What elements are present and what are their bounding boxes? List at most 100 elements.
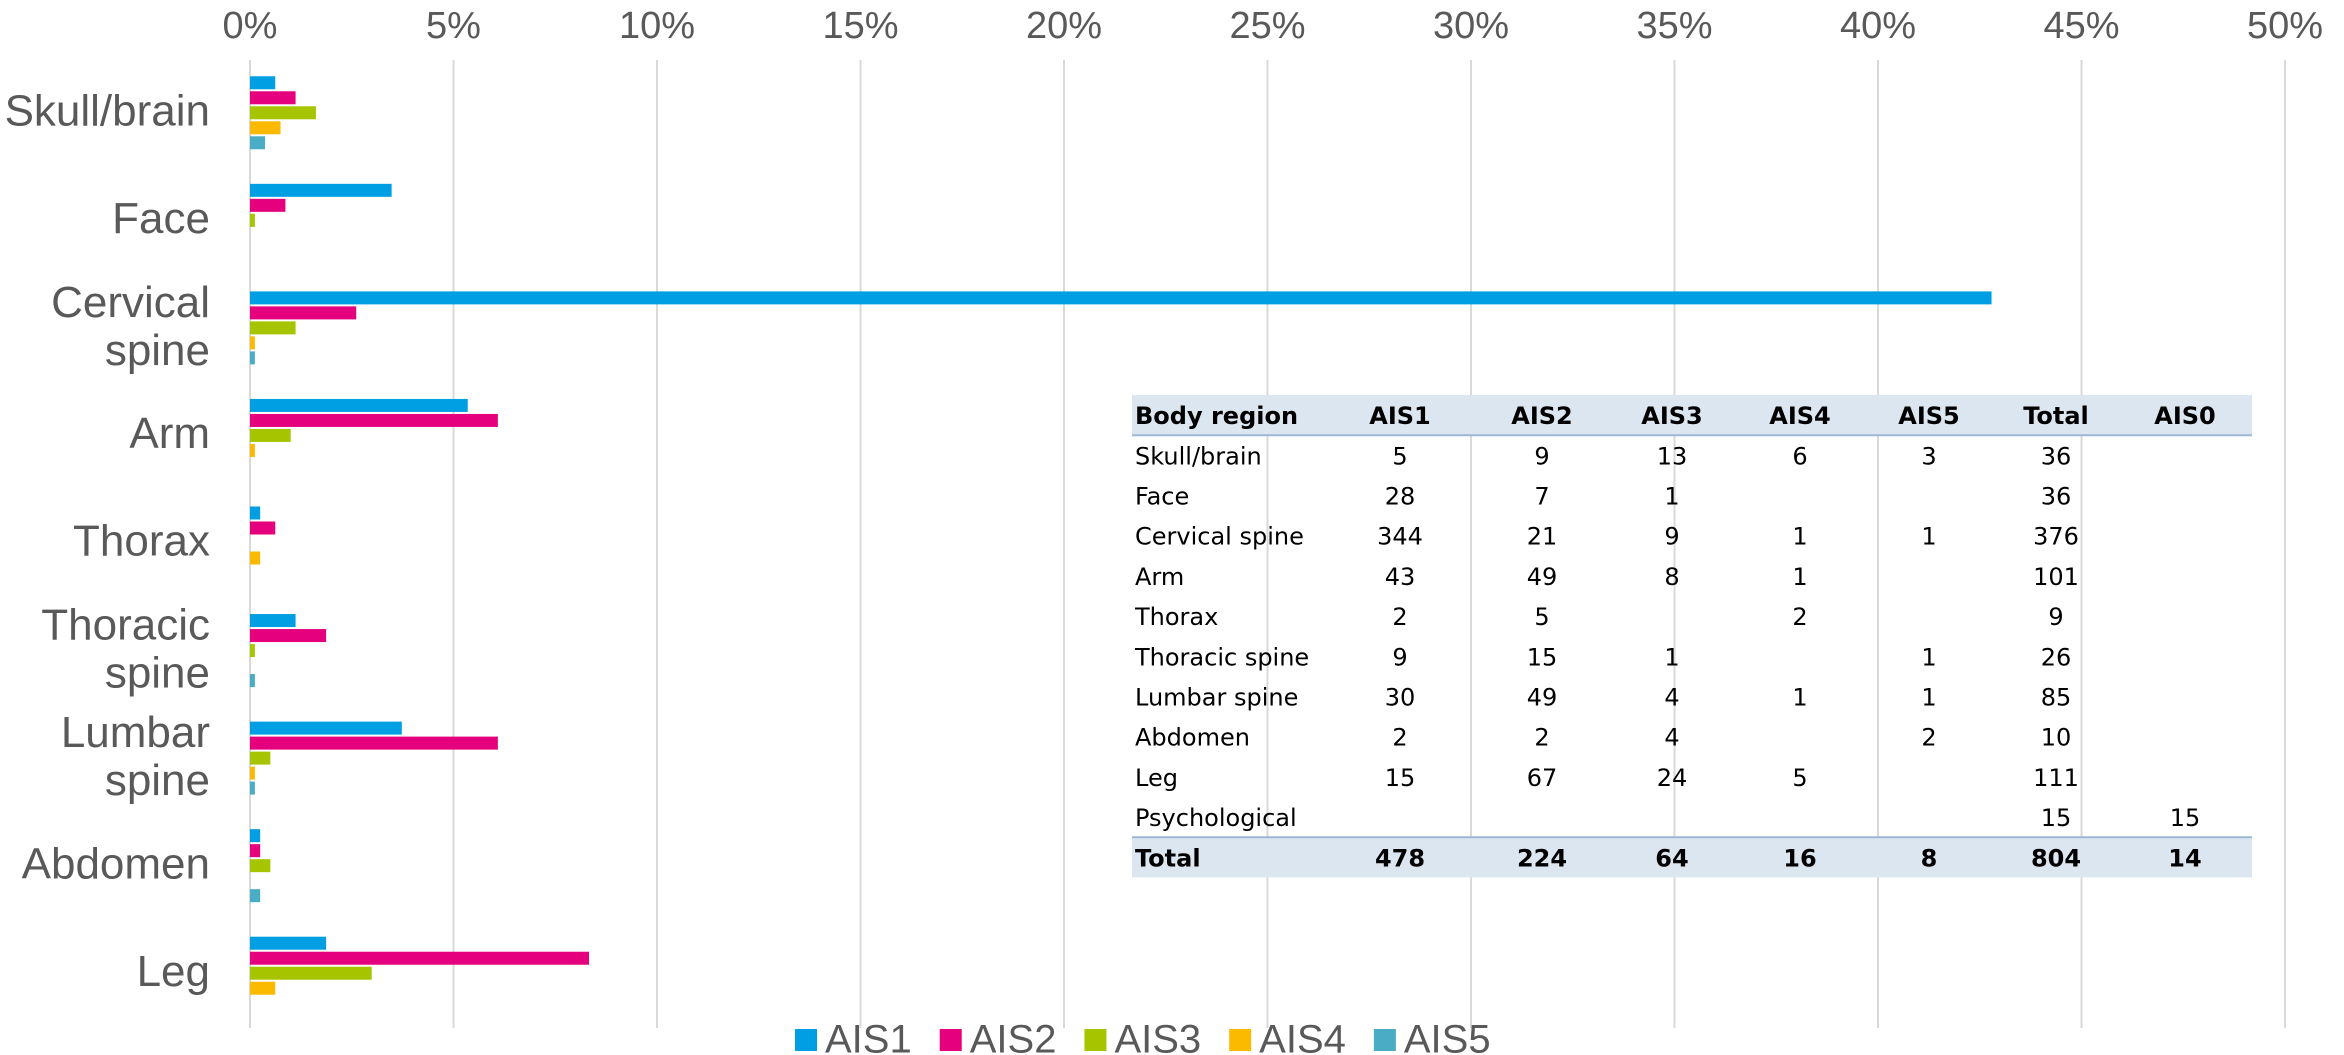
bar <box>250 889 261 903</box>
table-cell: 376 <box>2033 523 2079 551</box>
table-cell: 8 <box>1664 563 1679 591</box>
table-cell: Total <box>2023 402 2089 430</box>
table-cell: AIS3 <box>1641 402 1703 430</box>
legend-swatch <box>939 1029 962 1051</box>
table-cell: 5 <box>1392 442 1407 470</box>
table-cell: Skull/brain <box>1135 442 1262 470</box>
table-cell: 49 <box>1527 563 1558 591</box>
bar <box>250 859 271 873</box>
table-cell: 2 <box>1534 724 1549 752</box>
table-cell: Body region <box>1135 402 1298 430</box>
table-cell: 15 <box>2041 804 2072 832</box>
table-cell: 4 <box>1664 724 1679 752</box>
table-cell: 1 <box>1664 483 1679 511</box>
table-cell: 26 <box>2041 643 2072 671</box>
x-tick-label: 45% <box>2043 5 2119 47</box>
table-cell: 1 <box>1921 684 1936 712</box>
table-cell: Arm <box>1135 563 1184 591</box>
table-cell: 9 <box>1664 523 1679 551</box>
table-cell: Abdomen <box>1135 724 1250 752</box>
x-tick-label: 0% <box>223 5 278 47</box>
table-cell: 2 <box>1921 724 1936 752</box>
bar <box>250 91 296 105</box>
bar <box>250 213 255 227</box>
table-cell: 15 <box>2170 804 2201 832</box>
bar <box>250 336 255 350</box>
legend-swatch <box>795 1029 817 1051</box>
category-label: Face <box>112 194 210 243</box>
table-cell: 13 <box>1657 442 1688 470</box>
table-cell: 36 <box>2041 442 2072 470</box>
bar <box>250 844 261 858</box>
table-cell: 9 <box>1534 442 1549 470</box>
table-cell: AIS4 <box>1769 402 1831 430</box>
table-cell: AIS5 <box>1898 402 1960 430</box>
bar <box>250 521 276 535</box>
bar <box>250 766 255 780</box>
bar <box>250 966 372 980</box>
x-tick-label: 20% <box>1026 5 1102 47</box>
table-cell: 43 <box>1385 563 1416 591</box>
category-label: Lumbar spine <box>61 708 210 805</box>
bar <box>250 428 291 442</box>
table-cell: 16 <box>1783 844 1816 872</box>
bar <box>250 306 357 320</box>
bar <box>250 951 590 965</box>
table-cell: 478 <box>1375 844 1425 872</box>
bar <box>250 551 261 565</box>
bar <box>250 398 468 412</box>
table-cell: 64 <box>1655 844 1688 872</box>
table-total-bg <box>1132 837 2252 878</box>
table-cell: 804 <box>2031 844 2081 872</box>
table-cell: Face <box>1135 483 1189 511</box>
table-cell: Total <box>1135 844 1201 872</box>
table-cell: 4 <box>1664 684 1679 712</box>
table-cell: 14 <box>2168 844 2201 872</box>
bar <box>250 321 296 335</box>
table-cell: 1 <box>1664 643 1679 671</box>
table-cell: 67 <box>1527 764 1558 792</box>
x-tick-label: 5% <box>426 5 481 47</box>
bar <box>250 106 316 120</box>
table-cell: 1 <box>1792 563 1807 591</box>
table-cell: 5 <box>1534 603 1549 631</box>
table-cell: 10 <box>2041 724 2072 752</box>
table-cell: Leg <box>1135 764 1178 792</box>
table-cell: AIS1 <box>1369 402 1431 430</box>
table-cell: AIS0 <box>2154 402 2216 430</box>
table-cell: 1 <box>1792 523 1807 551</box>
bar <box>250 981 276 995</box>
legend-label: AIS3 <box>1114 1018 1201 1055</box>
table-cell: 1 <box>1792 684 1807 712</box>
x-tick-label: 15% <box>822 5 898 47</box>
table-cell: 8 <box>1921 844 1938 872</box>
table-cell: 49 <box>1527 684 1558 712</box>
table-cell: AIS2 <box>1511 402 1573 430</box>
table-cell: 2 <box>1392 724 1407 752</box>
category-label: Thorax <box>73 517 210 566</box>
category-label: Leg <box>137 947 210 996</box>
x-tick-label: 35% <box>1636 5 1712 47</box>
table-cell: 28 <box>1385 483 1416 511</box>
table-cell: 21 <box>1527 523 1558 551</box>
x-tick-label: 10% <box>619 5 695 47</box>
table-cell: Cervical spine <box>1135 523 1304 551</box>
bar <box>250 198 286 212</box>
table-cell: Thorax <box>1134 603 1218 631</box>
legend-label: AIS1 <box>825 1018 912 1055</box>
table-cell: 224 <box>1517 844 1567 872</box>
table-cell: 9 <box>2048 603 2063 631</box>
bar <box>250 781 255 795</box>
x-tick-label: 30% <box>1433 5 1509 47</box>
bar <box>250 443 255 457</box>
bar <box>250 614 296 628</box>
category-label: Abdomen <box>22 839 210 888</box>
table-cell: 344 <box>1377 523 1423 551</box>
bar <box>250 936 327 950</box>
table-cell: Thoracic spine <box>1134 643 1309 671</box>
table-cell: 85 <box>2041 684 2072 712</box>
bar <box>250 121 281 135</box>
table-cell: 1 <box>1921 643 1936 671</box>
table-cell: 6 <box>1792 442 1807 470</box>
bar <box>250 736 498 750</box>
